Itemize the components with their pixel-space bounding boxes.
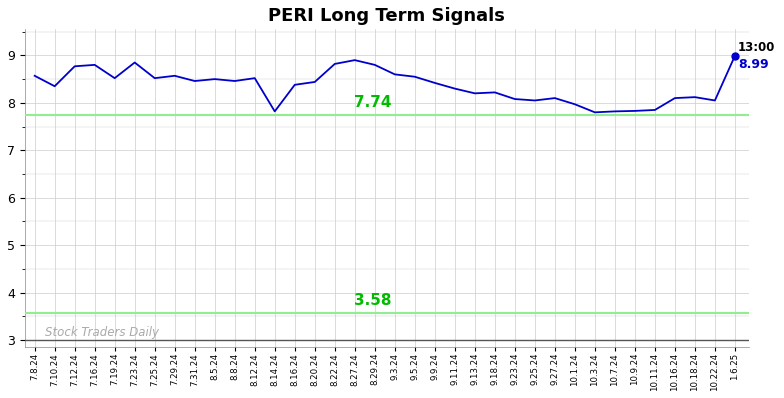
Text: 7.74: 7.74 [354, 96, 392, 110]
Title: PERI Long Term Signals: PERI Long Term Signals [268, 7, 505, 25]
Text: 8.99: 8.99 [738, 58, 768, 71]
Text: 3.58: 3.58 [354, 293, 392, 308]
Text: Stock Traders Daily: Stock Traders Daily [45, 326, 158, 339]
Text: 13:00: 13:00 [738, 41, 775, 54]
